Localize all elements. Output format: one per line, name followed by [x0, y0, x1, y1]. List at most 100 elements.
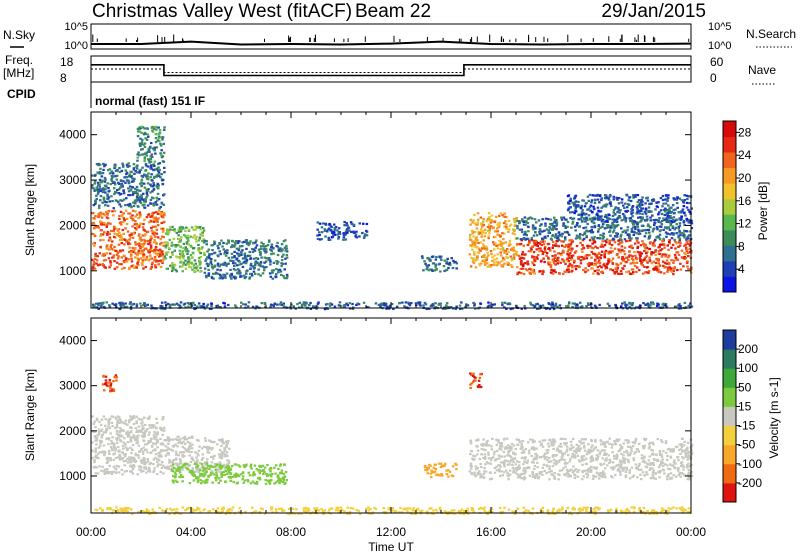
- echo-cell: [147, 460, 150, 463]
- echo-cell: [127, 241, 130, 244]
- echo-cell: [661, 239, 665, 243]
- echo-cell: [153, 160, 157, 163]
- echo-cell: [532, 255, 536, 259]
- echo-cell: [144, 164, 148, 167]
- echo-cell: [551, 246, 554, 249]
- echo-cell: [604, 251, 607, 254]
- echo-cell: [657, 220, 660, 223]
- echo-cell: [230, 465, 234, 468]
- echo-cell: [102, 301, 105, 304]
- echo-cell: [471, 260, 475, 263]
- echo-cell: [117, 243, 121, 246]
- echo-cell: [127, 182, 131, 185]
- echo-cell: [572, 217, 576, 220]
- echo-cell: [160, 202, 164, 205]
- echo-cell: [572, 261, 576, 264]
- echo-cell: [109, 384, 113, 387]
- echo-cell: [493, 254, 496, 257]
- echo-cell: [542, 257, 545, 260]
- echo-cell: [643, 257, 646, 260]
- echo-cell: [221, 438, 224, 441]
- echo-cell: [132, 167, 136, 170]
- power-colorbar-tick-label: 12: [738, 217, 752, 231]
- echo-cell: [333, 305, 337, 308]
- echo-cell: [184, 246, 187, 249]
- echo-cell: [151, 261, 154, 264]
- echo-cell: [159, 437, 162, 441]
- echo-cell: [553, 227, 556, 230]
- echo-cell: [121, 473, 124, 476]
- echo-cell: [97, 188, 100, 191]
- echo-cell: [469, 218, 473, 221]
- echo-cell: [158, 162, 161, 165]
- echo-cell: [530, 217, 534, 220]
- echo-cell: [237, 252, 240, 255]
- echo-cell: [152, 462, 155, 466]
- echo-cell: [114, 303, 118, 306]
- echo-cell: [329, 224, 332, 227]
- echo-cell: [112, 172, 115, 175]
- echo-cell: [102, 415, 106, 418]
- echo-cell: [661, 194, 665, 198]
- power-colorbar-tick-label: 24: [738, 148, 752, 162]
- echo-cell: [687, 304, 690, 307]
- echo-cell: [168, 238, 171, 241]
- echo-cell: [597, 228, 601, 231]
- echo-cell: [285, 277, 288, 280]
- echo-cell: [162, 472, 165, 475]
- echo-cell: [197, 239, 201, 242]
- power-colorbar-swatch: [723, 152, 736, 169]
- echo-cell: [110, 195, 113, 198]
- echo-cell: [666, 244, 669, 247]
- echo-cell: [261, 245, 264, 248]
- echo-cell: [644, 243, 647, 247]
- echo-cell: [251, 305, 255, 308]
- echo-cell: [268, 239, 271, 242]
- echo-cell: [131, 193, 135, 196]
- echo-cell: [318, 233, 321, 237]
- echo-cell: [604, 213, 608, 217]
- echo-cell: [159, 426, 162, 429]
- echo-cell: [221, 277, 224, 280]
- echo-cell: [357, 303, 361, 306]
- echo-cell: [218, 273, 222, 276]
- echo-cell: [273, 482, 276, 485]
- echo-cell: [558, 304, 562, 307]
- echo-cell: [201, 480, 204, 483]
- echo-cell: [132, 464, 136, 467]
- echo-cell: [113, 267, 117, 270]
- echo-cell: [144, 467, 147, 470]
- echo-cell: [170, 448, 173, 451]
- echo-cell: [111, 449, 114, 452]
- echo-cell: [608, 217, 612, 220]
- echo-cell: [438, 255, 441, 258]
- echo-cell: [362, 301, 366, 304]
- echo-cell: [154, 141, 158, 144]
- echo-cell: [113, 245, 116, 248]
- echo-cell: [163, 166, 166, 169]
- echo-cell: [210, 448, 213, 451]
- echo-cell: [514, 224, 517, 227]
- echo-cell: [630, 268, 634, 271]
- echo-cell: [178, 476, 181, 479]
- echo-cell: [678, 224, 682, 227]
- echo-cell: [145, 175, 148, 178]
- echo-cell: [334, 226, 338, 229]
- echo-cell: [134, 265, 138, 268]
- echo-cell: [111, 436, 114, 439]
- echo-cell: [248, 276, 252, 279]
- echo-cell: [654, 238, 657, 241]
- echo-cell: [619, 262, 623, 265]
- echo-cell: [548, 227, 552, 230]
- echo-cell: [221, 245, 224, 248]
- echo-cell: [675, 202, 679, 205]
- echo-cell: [159, 243, 162, 246]
- echo-cell: [571, 305, 574, 309]
- echo-cell: [197, 302, 201, 305]
- echo-cell: [137, 151, 140, 154]
- echo-cell: [92, 430, 96, 433]
- echo-cell: [104, 252, 107, 255]
- echo-cell: [302, 301, 306, 304]
- echo-cell: [209, 440, 212, 443]
- echo-cell: [140, 125, 143, 128]
